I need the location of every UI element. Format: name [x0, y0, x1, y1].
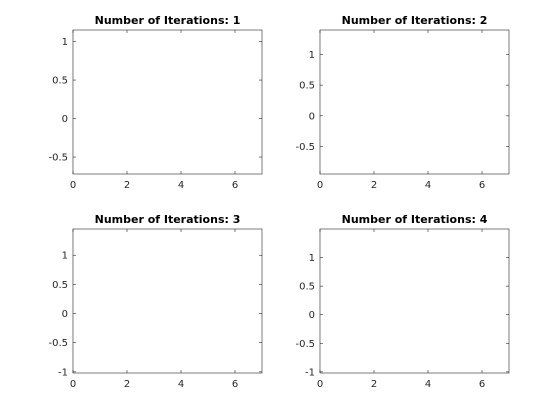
- subplot-4: 0 2 4 6 -1 -0.5 0 0.5 1 Number of Iterations: 4: [295, 213, 510, 390]
- y-tick-label: 0: [62, 309, 68, 320]
- x-tick-label: 0: [70, 379, 76, 390]
- subplot-3: 0 2 4 6 -1 -0.5 0 0.5 1 Number of Iterations: 3: [48, 213, 263, 390]
- y-tick-label: 1: [309, 50, 315, 61]
- x-tick-label: 0: [70, 180, 76, 191]
- x-tick-label: 0: [317, 180, 323, 191]
- x-tick-label: 0: [317, 379, 323, 390]
- axes-frame: [72, 228, 263, 374]
- y-tick-label: -0.5: [295, 142, 315, 153]
- x-tick-label: 4: [425, 379, 431, 390]
- axes-frame: [72, 29, 263, 175]
- y-tick-label: 0: [62, 114, 68, 125]
- y-tick-label: -0.5: [48, 153, 68, 164]
- x-tick-label: 4: [178, 379, 184, 390]
- y-tick-label: 0: [309, 111, 315, 122]
- x-tick-label: 6: [479, 379, 485, 390]
- x-tick-label: 2: [124, 180, 130, 191]
- subplot-1: 0 2 4 6 -0.5 0 0.5 1 Number of Iterations: 1: [48, 14, 263, 191]
- y-tick-label: 0.5: [299, 81, 315, 92]
- axes-frame: [319, 228, 510, 374]
- x-tick-label: 6: [232, 379, 238, 390]
- x-tick-label: 6: [479, 180, 485, 191]
- y-tick-label: 1: [309, 253, 315, 264]
- y-tick-label: 1: [62, 37, 68, 48]
- axes-frame: [319, 29, 510, 175]
- subplot-title: Number of Iterations: 3: [95, 213, 241, 226]
- y-tick-label: -0.5: [48, 338, 68, 349]
- y-tick-label: -1: [58, 367, 68, 378]
- x-tick-label: 2: [124, 379, 130, 390]
- x-tick-label: 2: [371, 180, 377, 191]
- y-tick-label: -0.5: [295, 339, 315, 350]
- y-tick-label: 0: [309, 310, 315, 321]
- y-tick-label: 0.5: [52, 76, 68, 87]
- subplot-2: 0 2 4 6 -0.5 0 0.5 1 Number of Iterations: 2: [295, 14, 510, 191]
- x-tick-label: 6: [232, 180, 238, 191]
- y-tick-label: 0.5: [299, 282, 315, 293]
- x-tick-label: 4: [178, 180, 184, 191]
- subplot-title: Number of Iterations: 1: [95, 14, 241, 27]
- y-tick-label: -1: [305, 367, 315, 378]
- y-tick-label: 1: [62, 251, 68, 262]
- x-tick-label: 2: [371, 379, 377, 390]
- subplot-title: Number of Iterations: 2: [342, 14, 488, 27]
- x-tick-label: 4: [425, 180, 431, 191]
- y-tick-label: 0.5: [52, 280, 68, 291]
- subplot-title: Number of Iterations: 4: [342, 213, 488, 226]
